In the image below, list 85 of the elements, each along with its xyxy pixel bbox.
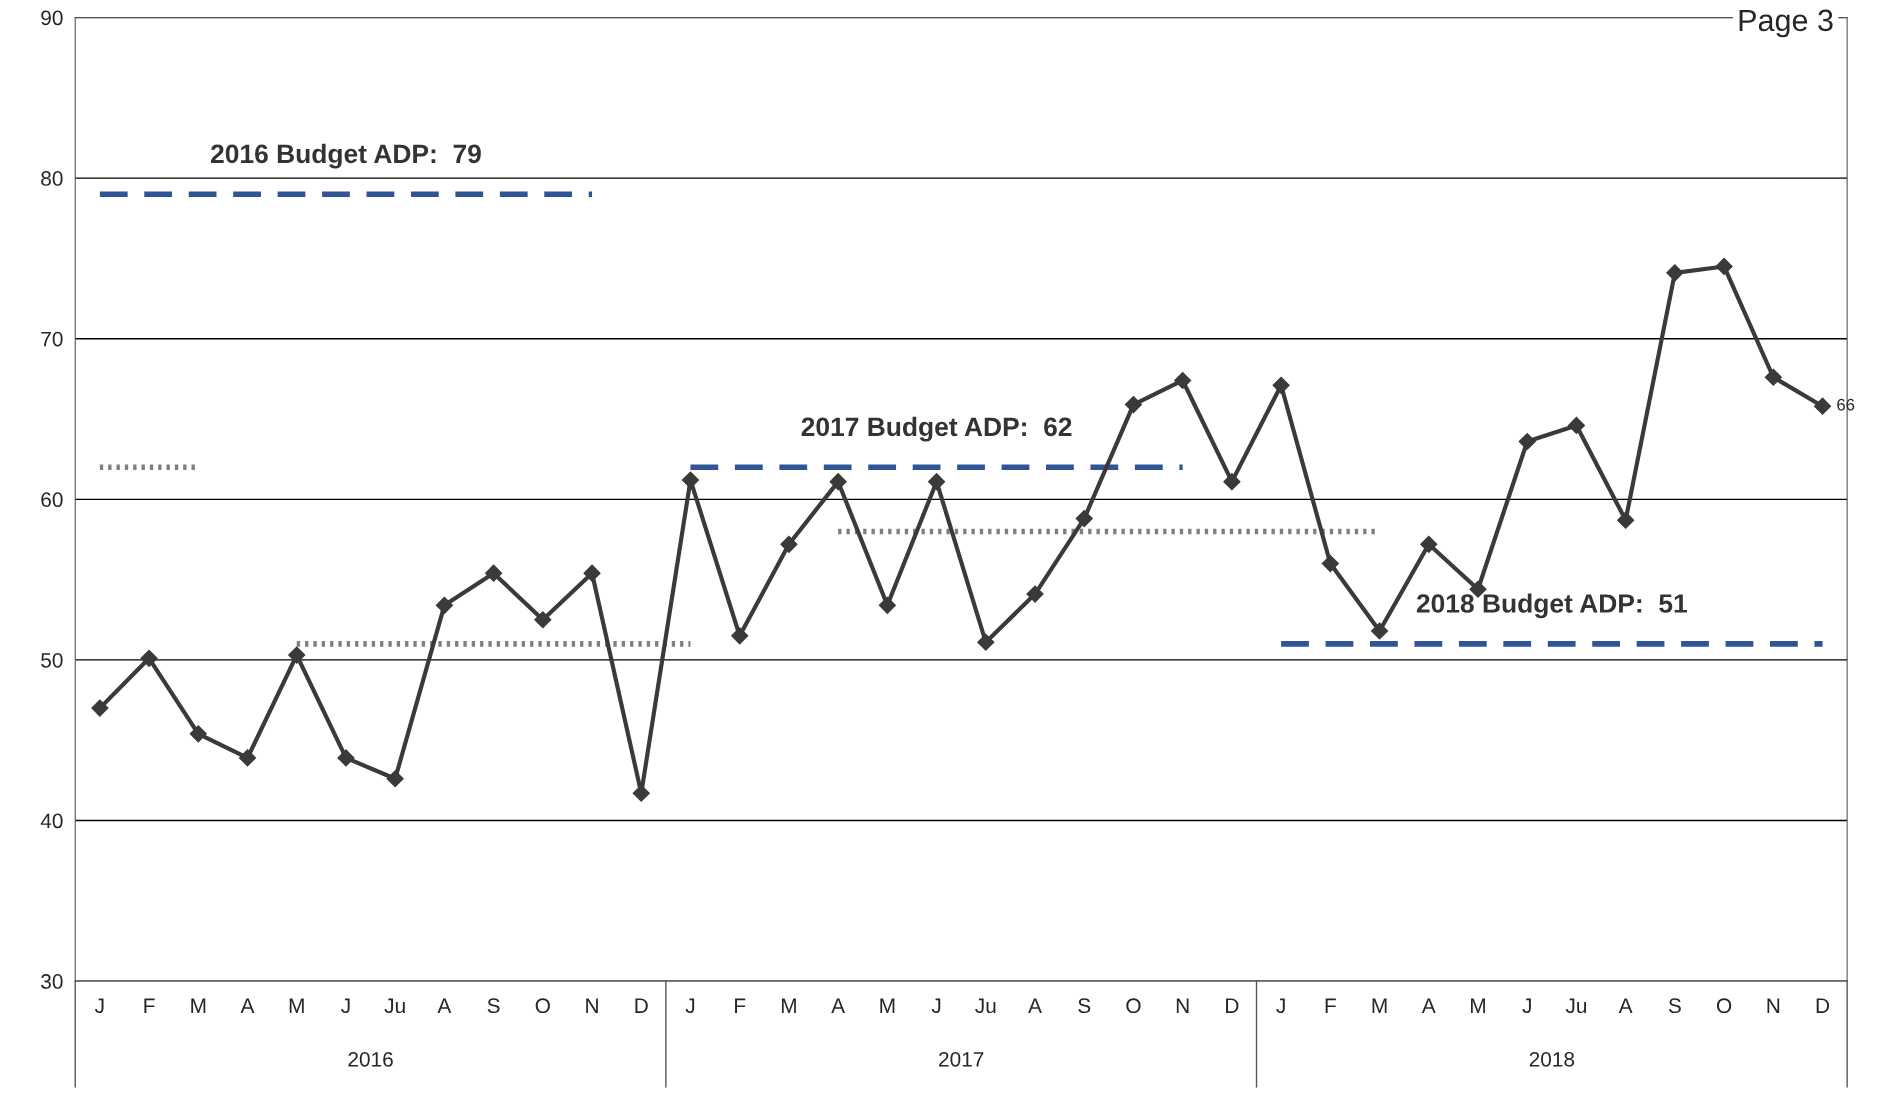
text: 2017 <box>939 1051 984 1067</box>
x-tick-label: Ju <box>975 998 996 1014</box>
series-label: 2018 Budget ADP: 51 <box>1416 593 1687 619</box>
point <box>534 611 552 629</box>
point <box>681 471 700 489</box>
x-tick-label: J <box>931 998 941 1014</box>
x-tick-label: S <box>487 998 500 1014</box>
point <box>1026 585 1044 603</box>
point <box>1321 555 1339 573</box>
point <box>238 749 257 767</box>
x-tick-label: M <box>289 998 304 1013</box>
point <box>1124 396 1143 414</box>
x-tick-label: J <box>1276 998 1285 1014</box>
y-tick-label: 30 <box>41 974 63 989</box>
point <box>1666 264 1684 282</box>
x-tick-label: F <box>1325 998 1336 1013</box>
point <box>1617 511 1635 529</box>
x-tick-label: A <box>1618 998 1633 1013</box>
x-tick-label: A <box>437 998 452 1013</box>
x-tick-label: D <box>635 998 648 1013</box>
x-tick-label: Ju <box>384 998 405 1014</box>
x-tick-label: J <box>1522 998 1531 1014</box>
point <box>731 627 749 645</box>
point <box>1764 368 1782 386</box>
x-tick-label: A <box>240 998 255 1013</box>
x-tick-label: J <box>685 998 695 1014</box>
x-tick-label: F <box>735 998 746 1013</box>
point <box>928 473 946 491</box>
x-tick-label: M <box>1471 998 1485 1013</box>
x-tick-label: M <box>191 998 206 1013</box>
text: 2016 <box>348 1051 393 1067</box>
point <box>140 649 158 667</box>
point <box>1715 257 1733 276</box>
point <box>386 770 404 788</box>
point <box>91 699 109 717</box>
annotation: Page 3 <box>1739 9 1833 38</box>
x-tick-label: A <box>831 998 846 1013</box>
point <box>1420 535 1438 553</box>
x-tick-label: J <box>341 998 350 1014</box>
x-tick-label: N <box>586 998 598 1013</box>
y-tick-label: 40 <box>40 813 63 829</box>
x-tick-label: M <box>880 998 895 1013</box>
x-tick-label: O <box>1716 998 1732 1014</box>
x-tick-label: A <box>1421 998 1436 1013</box>
y-tick-label: 80 <box>41 171 63 186</box>
x-tick-label: Ju <box>1565 998 1587 1014</box>
point <box>977 633 995 651</box>
x-tick-label: M <box>1372 998 1387 1013</box>
point <box>288 646 306 664</box>
x-tick-label: D <box>1226 998 1239 1013</box>
point <box>1174 371 1192 390</box>
x-tick-label: M <box>781 998 796 1013</box>
point <box>878 596 896 614</box>
x-tick-label: J <box>94 998 104 1014</box>
x-tick-label: N <box>1176 998 1189 1013</box>
x-tick-label: O <box>535 998 550 1014</box>
point <box>435 596 453 614</box>
point <box>1223 473 1241 491</box>
y-tick-label: 70 <box>41 331 63 347</box>
x-tick-label: O <box>1126 998 1141 1014</box>
x-tick-label: A <box>1028 998 1042 1013</box>
point <box>337 749 355 767</box>
y-tick-label: 50 <box>41 652 63 668</box>
point <box>583 564 601 582</box>
point <box>829 473 847 491</box>
x-tick-label: D <box>1816 998 1830 1013</box>
point <box>1272 376 1290 394</box>
text: 2018 <box>1529 1051 1575 1067</box>
x-tick-label: F <box>144 998 155 1013</box>
point <box>1813 397 1832 415</box>
point <box>780 535 798 553</box>
series-label: 2016 Budget ADP: 79 <box>210 143 481 169</box>
point <box>485 564 503 582</box>
x-tick-label: S <box>1078 998 1091 1014</box>
point <box>1567 416 1585 434</box>
y-tick-label: 90 <box>41 10 63 26</box>
data-label: 66 <box>1837 398 1855 411</box>
x-tick-label: N <box>1767 998 1780 1013</box>
point <box>1518 432 1536 451</box>
point <box>1371 622 1389 640</box>
y-tick-label: 60 <box>41 492 63 508</box>
x-tick-label: S <box>1668 998 1681 1014</box>
point <box>1075 510 1093 528</box>
point <box>189 725 207 743</box>
series-label: 2017 Budget ADP: 62 <box>801 416 1072 442</box>
